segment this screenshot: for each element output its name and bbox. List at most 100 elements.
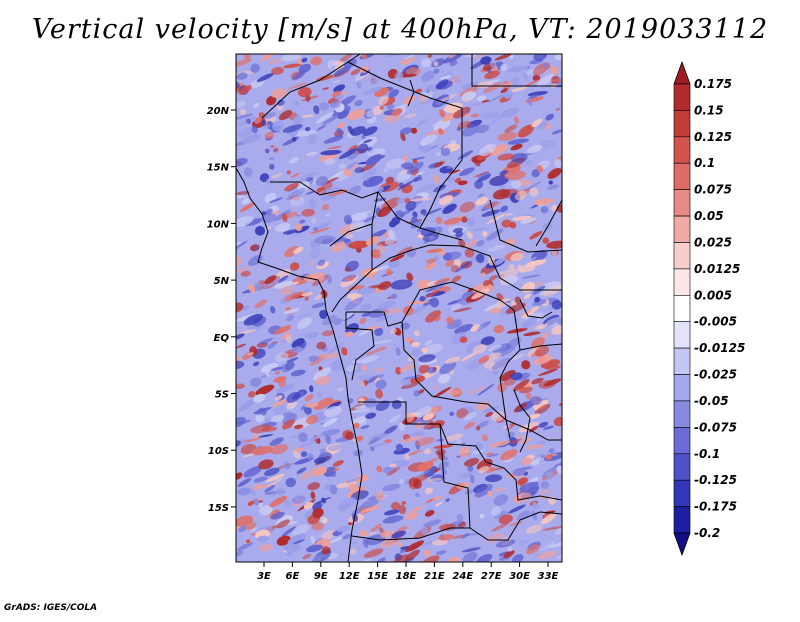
downdraft-cell	[322, 417, 338, 428]
downdraft-cell	[265, 371, 271, 377]
updraft-cell	[414, 330, 420, 337]
updraft-cell	[318, 153, 338, 162]
downdraft-cell	[243, 167, 253, 177]
downdraft-cell	[238, 398, 256, 412]
downdraft-cell	[286, 391, 301, 403]
downdraft-cell	[527, 91, 548, 97]
downdraft-cell	[439, 360, 457, 375]
downdraft-cell	[330, 471, 337, 478]
downdraft-cell	[396, 197, 406, 205]
updraft-cell	[406, 67, 421, 77]
downdraft-cell	[333, 318, 343, 326]
downdraft-cell	[453, 76, 462, 84]
updraft-cell	[532, 74, 541, 82]
downdraft-cell	[329, 484, 338, 495]
updraft-cell	[464, 113, 470, 118]
downdraft-cell	[329, 101, 341, 109]
downdraft-cell	[522, 72, 528, 82]
downdraft-cell	[419, 296, 426, 302]
updraft-cell	[248, 284, 256, 293]
updraft-cell	[481, 434, 489, 442]
downdraft-cell	[254, 225, 266, 236]
updraft-cell	[236, 343, 246, 349]
downdraft-cell	[507, 546, 513, 552]
downdraft-cell	[344, 297, 364, 311]
downdraft-cell	[301, 451, 308, 458]
downdraft-cell	[269, 163, 275, 170]
downdraft-cell	[379, 265, 389, 270]
downdraft-cell	[491, 357, 511, 370]
downdraft-cell	[500, 275, 519, 286]
updraft-cell	[402, 73, 417, 78]
downdraft-cell	[524, 159, 533, 166]
updraft-cell	[304, 402, 319, 408]
updraft-cell	[349, 548, 357, 555]
updraft-cell	[398, 504, 406, 515]
downdraft-cell	[333, 84, 345, 93]
colorbar-segment	[673, 242, 691, 270]
updraft-cell	[271, 67, 284, 75]
longitude-axis: 3E 6E 9E 12E 15E 18E 21E 24E 27E 30E 33E	[257, 562, 559, 582]
downdraft-cell	[346, 161, 358, 170]
colorbar-segment	[673, 268, 691, 296]
updraft-cell	[458, 521, 467, 528]
downdraft-cell	[307, 433, 325, 442]
lat-tick-label: 10N	[207, 219, 230, 230]
downdraft-cell	[253, 102, 260, 108]
updraft-cell	[432, 496, 443, 501]
downdraft-cell	[371, 339, 394, 345]
downdraft-cell	[512, 468, 526, 477]
updraft-cell	[433, 385, 438, 391]
downdraft-cell	[437, 461, 450, 470]
downdraft-cell	[556, 317, 562, 325]
updraft-cell	[321, 546, 331, 555]
downdraft-cell	[305, 191, 315, 195]
updraft-cell	[534, 403, 551, 416]
downdraft-cell	[547, 184, 560, 190]
footer-credit: GrADS: IGES/COLA	[4, 603, 98, 613]
downdraft-cell	[331, 80, 342, 83]
colorbar: 0.175 0.15 0.125 0.1 0.075 0.05 0.025 0.0125 0.0…	[673, 60, 745, 557]
updraft-cell	[272, 399, 288, 408]
colorbar-label: -0.125	[694, 473, 737, 487]
updraft-cell	[482, 231, 488, 237]
downdraft-cell	[304, 333, 312, 339]
downdraft-cell	[545, 471, 555, 480]
updraft-cell	[400, 132, 406, 142]
downdraft-cell	[363, 139, 373, 143]
downdraft-cell	[423, 466, 438, 478]
updraft-cell	[433, 386, 452, 398]
updraft-cell	[286, 170, 291, 175]
downdraft-cell	[294, 100, 300, 107]
updraft-cell	[303, 501, 314, 510]
updraft-cell	[411, 127, 418, 134]
updraft-cell	[320, 530, 337, 540]
downdraft-cell	[480, 56, 492, 65]
updraft-cell	[290, 173, 300, 178]
updraft-cell	[465, 239, 478, 249]
downdraft-cell	[438, 373, 451, 384]
downdraft-cell	[457, 150, 474, 160]
downdraft-cell	[416, 183, 436, 192]
downdraft-cell	[532, 298, 547, 306]
downdraft-cell	[242, 305, 250, 311]
colorbar-label: -0.0125	[694, 341, 745, 355]
downdraft-cell	[365, 154, 382, 166]
updraft-cell	[240, 202, 255, 212]
downdraft-cell	[286, 551, 293, 557]
downdraft-cell	[268, 157, 275, 160]
downdraft-cell	[360, 425, 370, 430]
downdraft-cell	[385, 158, 405, 169]
updraft-cell	[239, 109, 247, 116]
updraft-cell	[485, 452, 494, 456]
downdraft-cell	[256, 535, 270, 543]
updraft-cell	[426, 280, 439, 286]
downdraft-cell	[284, 461, 291, 470]
updraft-cell	[321, 203, 330, 211]
downdraft-cell	[306, 453, 314, 461]
downdraft-cell	[492, 343, 512, 354]
downdraft-cell	[411, 156, 426, 161]
updraft-cell	[361, 54, 368, 60]
downdraft-cell	[354, 99, 363, 107]
